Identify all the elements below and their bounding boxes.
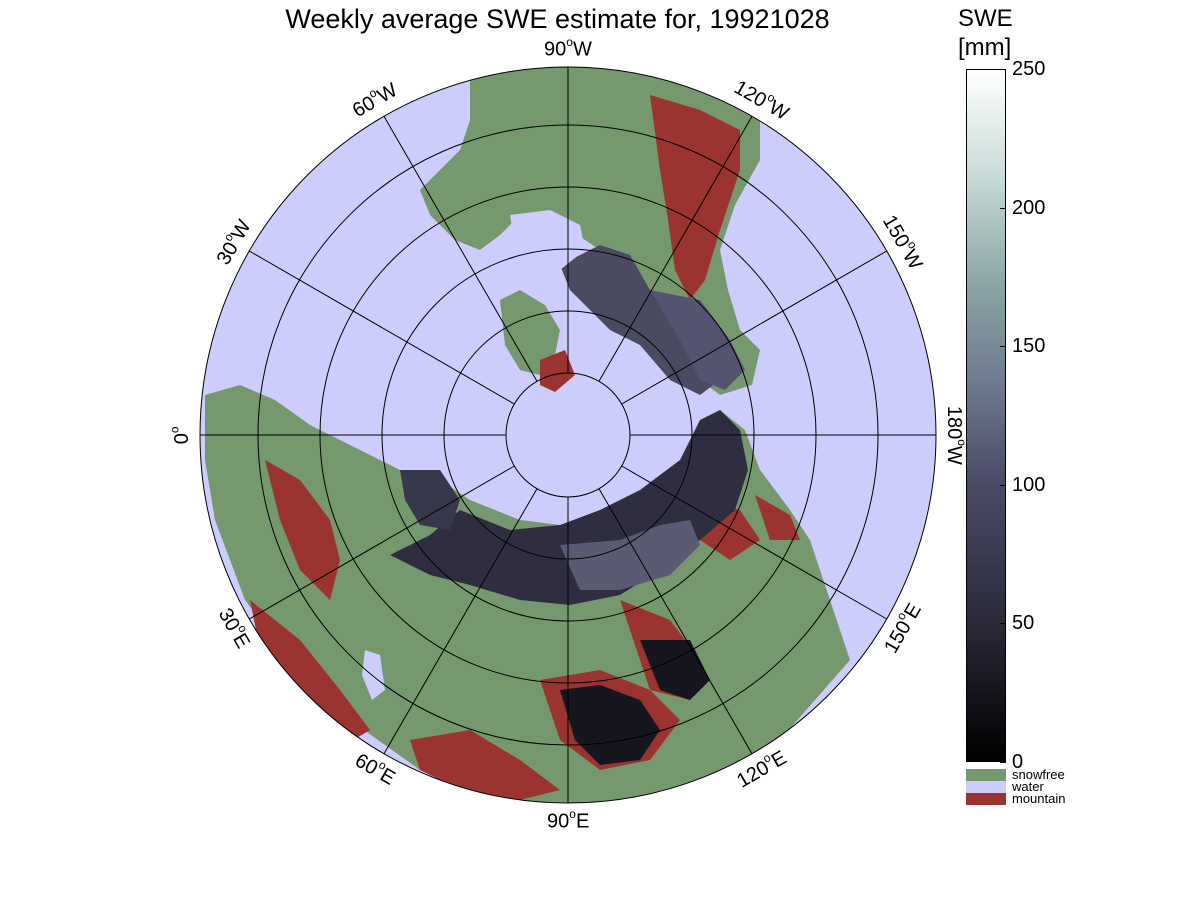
map-title: Weekly average SWE estimate for, 1992102…	[285, 4, 830, 34]
meridians	[200, 67, 936, 803]
colorbar-tick-label: 0	[1012, 751, 1024, 773]
meridian-line	[249, 465, 515, 620]
colorbar-tick	[1000, 485, 1006, 486]
snow-cover-canada-arctic	[560, 245, 720, 395]
colorbar-tick	[1000, 762, 1006, 763]
landmasses	[205, 67, 850, 803]
colorbar-tick	[1000, 69, 1006, 70]
longitude-label: 180oW	[942, 405, 969, 465]
legend-label-snowfree: snowfree	[1012, 767, 1065, 782]
colorbar-tick-label: 100	[1012, 474, 1046, 496]
meridian-line	[598, 116, 753, 382]
colorbar-tick-label: 150	[1012, 335, 1046, 357]
colorbar-tick-label: 50	[1012, 612, 1035, 634]
meridian-line	[383, 488, 538, 754]
snow-cover-mongolia	[640, 640, 710, 700]
legend-swatch-water	[966, 781, 1006, 793]
meridian-line	[383, 116, 538, 382]
meridian-line	[621, 465, 887, 620]
colorbar-unit: [mm]	[958, 34, 1012, 61]
hudson-bay	[510, 210, 585, 270]
snow-cover-scandinavia	[400, 470, 460, 530]
meridian-line	[621, 250, 887, 405]
snow-cover-siberia-mid	[560, 520, 700, 590]
meridian-line	[249, 250, 515, 405]
legend-label-water: water	[1012, 779, 1044, 794]
longitude-label: 90oW	[544, 34, 592, 61]
greenland-landmass	[500, 290, 560, 375]
colorbar-tick	[1000, 208, 1006, 209]
snow-cover-alaska	[650, 290, 745, 390]
colorbar-tick-label: 250	[1012, 58, 1046, 80]
colorbar-tick	[1000, 623, 1006, 624]
colorbar	[966, 69, 1006, 762]
colorbar-tick	[1000, 346, 1006, 347]
longitude-label: 90oE	[547, 806, 590, 833]
legend-label-mountain: mountain	[1012, 791, 1066, 806]
colorbar-tick-label: 200	[1012, 197, 1046, 219]
colorbar-title: SWE	[958, 5, 1013, 32]
legend-swatch-snowfree	[966, 769, 1006, 781]
meridian-line	[598, 488, 753, 754]
caspian-sea	[362, 650, 385, 700]
longitude-label: 0o	[167, 425, 194, 444]
graticule	[199, 66, 937, 804]
legend-swatch-mountain	[966, 793, 1006, 805]
